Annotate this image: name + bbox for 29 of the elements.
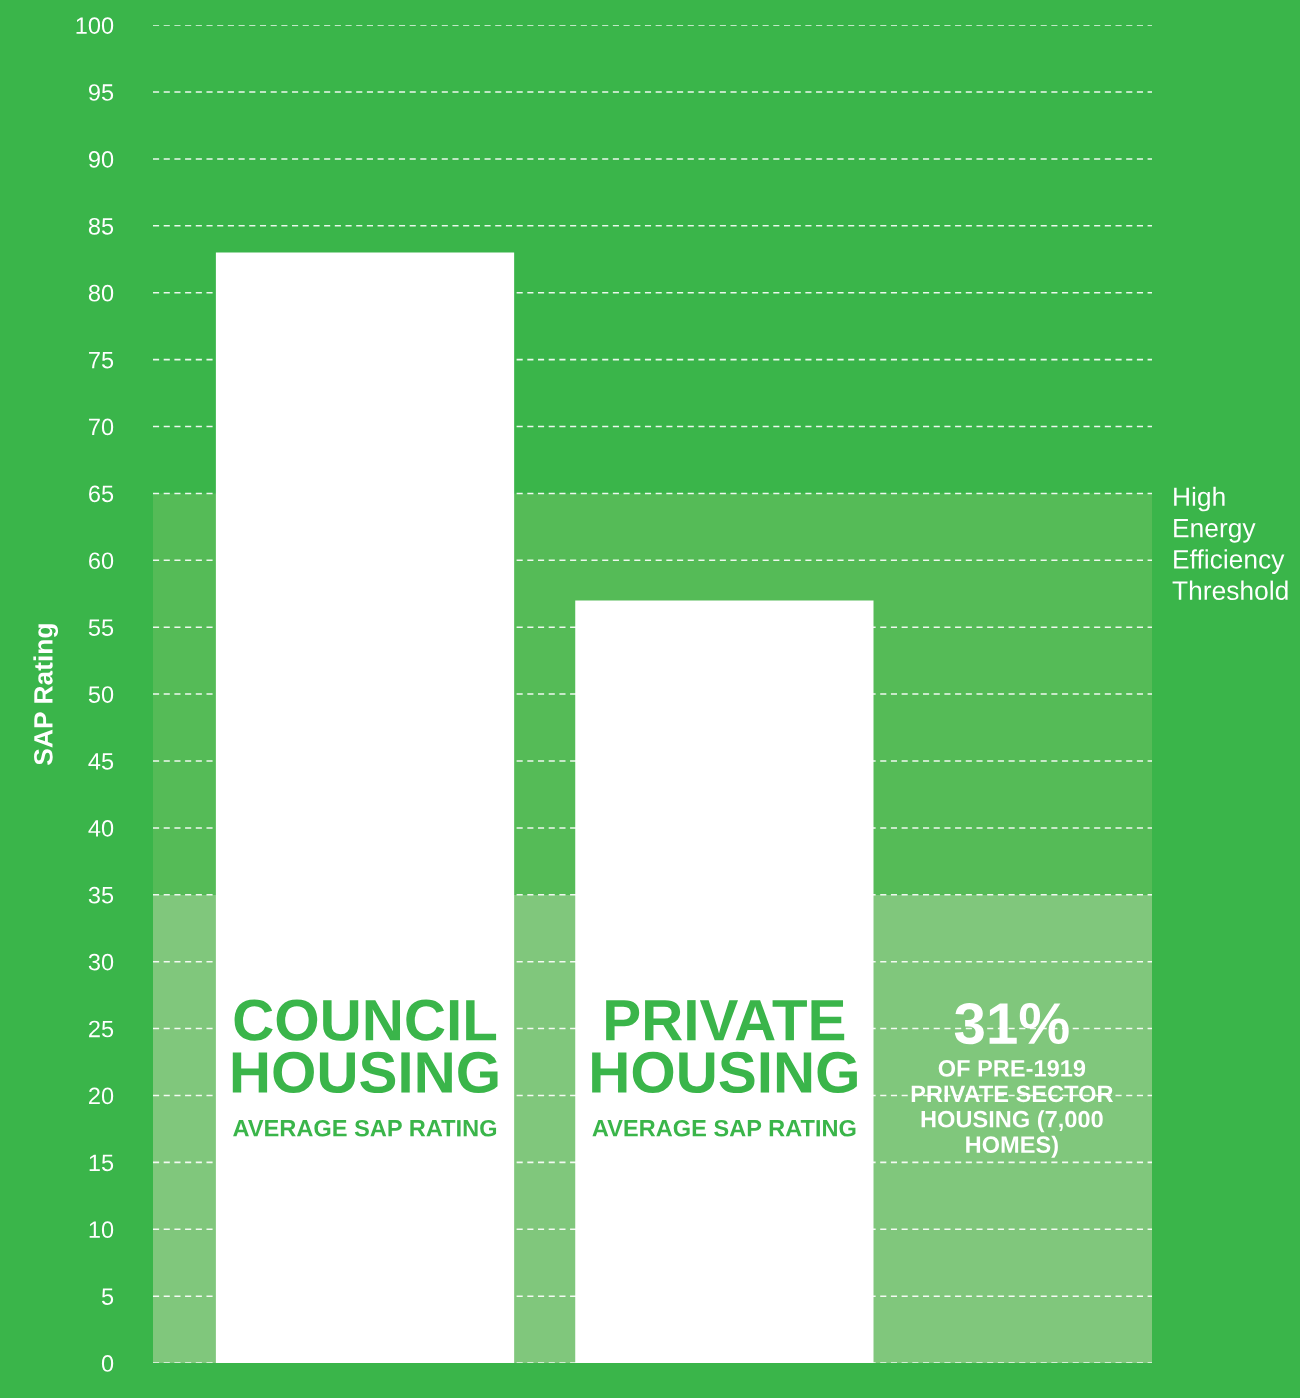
y-tick-label: 90: [88, 151, 114, 168]
x-tick-label: COUNCIL HOUSING: [232, 999, 498, 1094]
y-tick-label: 35: [88, 886, 114, 904]
y-tick-label: 30: [88, 953, 114, 971]
y-tick-label: 45: [88, 753, 114, 770]
annotation: AVERAGE SAP RATING: [233, 1119, 497, 1137]
y-tick-label: 85: [88, 217, 114, 235]
y-tick-label: 5: [101, 1288, 114, 1305]
y-tick-label: 80: [88, 284, 114, 302]
y-tick-label: 15: [89, 1154, 114, 1172]
annotation: OF PRE-1919 PRIVATE SECTOR HOUSING (7,000 HOMES): [911, 1059, 1114, 1158]
y-tick-label: 25: [89, 1020, 114, 1038]
y-tick-label: 40: [88, 819, 114, 837]
y-tick-label: 70: [89, 418, 114, 436]
y-tick-label: 0: [101, 1355, 114, 1372]
y-tick-label: 75: [89, 351, 114, 369]
x-tick-label: PRIVATE HOUSING: [592, 1000, 857, 1094]
y-tick-label: 20: [89, 1087, 114, 1105]
y-tick-label: 50: [88, 686, 114, 703]
y-tick-label: 60: [89, 552, 114, 570]
y-tick-label: 55: [88, 619, 114, 636]
y-tick-label: 10: [89, 1221, 114, 1239]
y-tick-label: 95: [88, 84, 114, 101]
y-tick-label: 65: [89, 485, 114, 503]
annotation: AVERAGE SAP RATING: [592, 1119, 856, 1137]
band-label: High Energy Efficiency Threshold: [1172, 486, 1288, 600]
y-tick-label: 100: [76, 17, 114, 34]
band-label: 31%: [954, 1002, 1069, 1045]
y-axis-title: SAP Rating: [33, 624, 59, 765]
